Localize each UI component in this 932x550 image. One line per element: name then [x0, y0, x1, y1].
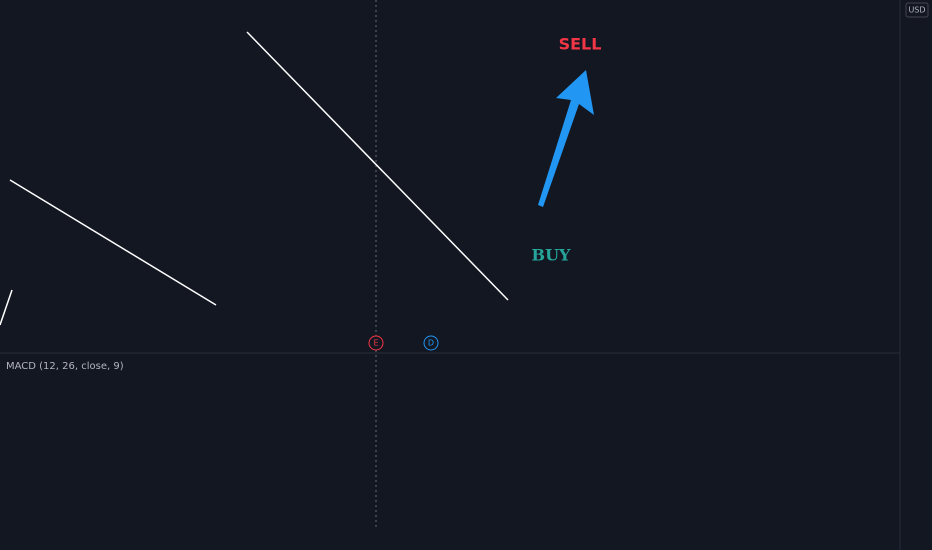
dividend-marker[interactable]: [423, 335, 439, 351]
currency-box: [905, 2, 929, 18]
trend-line: [0, 289, 13, 326]
dividend-label: D: [428, 339, 434, 348]
trend-line: [246, 31, 509, 301]
sell-label: SELL: [559, 35, 602, 54]
trend-line: [9, 179, 217, 306]
buy-label: BUY: [532, 246, 571, 265]
macd-title: MACD (12, 26, close, 9): [6, 361, 124, 372]
currency: USD: [908, 6, 925, 15]
earnings-label: E: [373, 339, 378, 348]
earnings-marker[interactable]: [368, 335, 384, 351]
arrow: [538, 70, 594, 207]
